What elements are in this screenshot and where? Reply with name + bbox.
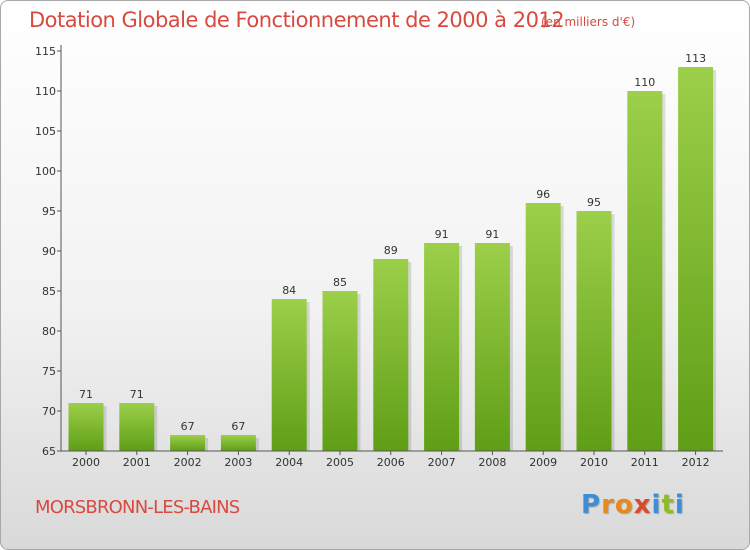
data-label-2002: 67	[181, 420, 195, 433]
bar-2007	[424, 243, 460, 451]
data-label-2001: 71	[130, 388, 144, 401]
data-label-2011: 110	[634, 76, 655, 89]
bar-2008	[474, 243, 510, 451]
y-tick-label: 90	[42, 245, 56, 258]
location-name: MORSBRONN-LES-BAINS	[35, 497, 240, 518]
logo-letter: t	[661, 490, 675, 520]
logo-letter: o	[614, 490, 634, 520]
bar-2012	[678, 67, 714, 451]
proxiti-logo: Proxiti	[581, 490, 685, 520]
data-label-2004: 84	[282, 284, 296, 297]
chart-title: Dotation Globale de Fonctionnement de 20…	[29, 8, 565, 32]
y-tick-label: 80	[42, 325, 56, 338]
x-tick-label: 2004	[275, 456, 303, 469]
y-tick-label: 75	[42, 365, 56, 378]
x-tick-label: 2000	[72, 456, 100, 469]
bar-2010	[576, 211, 612, 451]
bar-2004	[271, 299, 307, 451]
logo-letter: r	[601, 490, 615, 520]
y-tick-label: 70	[42, 405, 56, 418]
chart-unit: (en milliers d'€)	[541, 15, 636, 29]
data-label-2005: 85	[333, 276, 347, 289]
x-tick-label: 2003	[224, 456, 252, 469]
x-tick-label: 2007	[428, 456, 456, 469]
data-label-2009: 96	[536, 188, 550, 201]
x-tick-label: 2012	[682, 456, 710, 469]
bar-2003	[220, 435, 256, 451]
data-label-2012: 113	[685, 52, 706, 65]
y-tick-label: 110	[35, 85, 56, 98]
x-tick-label: 2006	[377, 456, 405, 469]
x-tick-label: 2001	[123, 456, 151, 469]
bar-2006	[373, 259, 409, 451]
data-label-2006: 89	[384, 244, 398, 257]
bar-2001	[119, 403, 155, 451]
data-label-2000: 71	[79, 388, 93, 401]
bar-2005	[322, 291, 358, 451]
y-tick-label: 115	[35, 45, 56, 58]
x-tick-label: 2005	[326, 456, 354, 469]
data-label-2010: 95	[587, 196, 601, 209]
logo-letter: P	[581, 490, 602, 520]
y-tick-label: 65	[42, 445, 56, 458]
logo-letter: x	[633, 490, 652, 520]
y-tick-label: 105	[35, 125, 56, 138]
logo-letter: i	[674, 490, 685, 520]
y-tick-label: 95	[42, 205, 56, 218]
data-label-2007: 91	[435, 228, 449, 241]
x-tick-label: 2010	[580, 456, 608, 469]
y-tick-label: 100	[35, 165, 56, 178]
logo-letter: i	[651, 490, 662, 520]
data-label-2003: 67	[231, 420, 245, 433]
x-tick-label: 2008	[478, 456, 506, 469]
x-tick-label: 2011	[631, 456, 659, 469]
x-tick-label: 2009	[529, 456, 557, 469]
data-label-2008: 91	[485, 228, 499, 241]
bar-2009	[525, 203, 561, 451]
y-tick-label: 85	[42, 285, 56, 298]
x-tick-label: 2002	[174, 456, 202, 469]
bar-2000	[68, 403, 104, 451]
bar-2011	[627, 91, 663, 451]
bar-2002	[170, 435, 206, 451]
